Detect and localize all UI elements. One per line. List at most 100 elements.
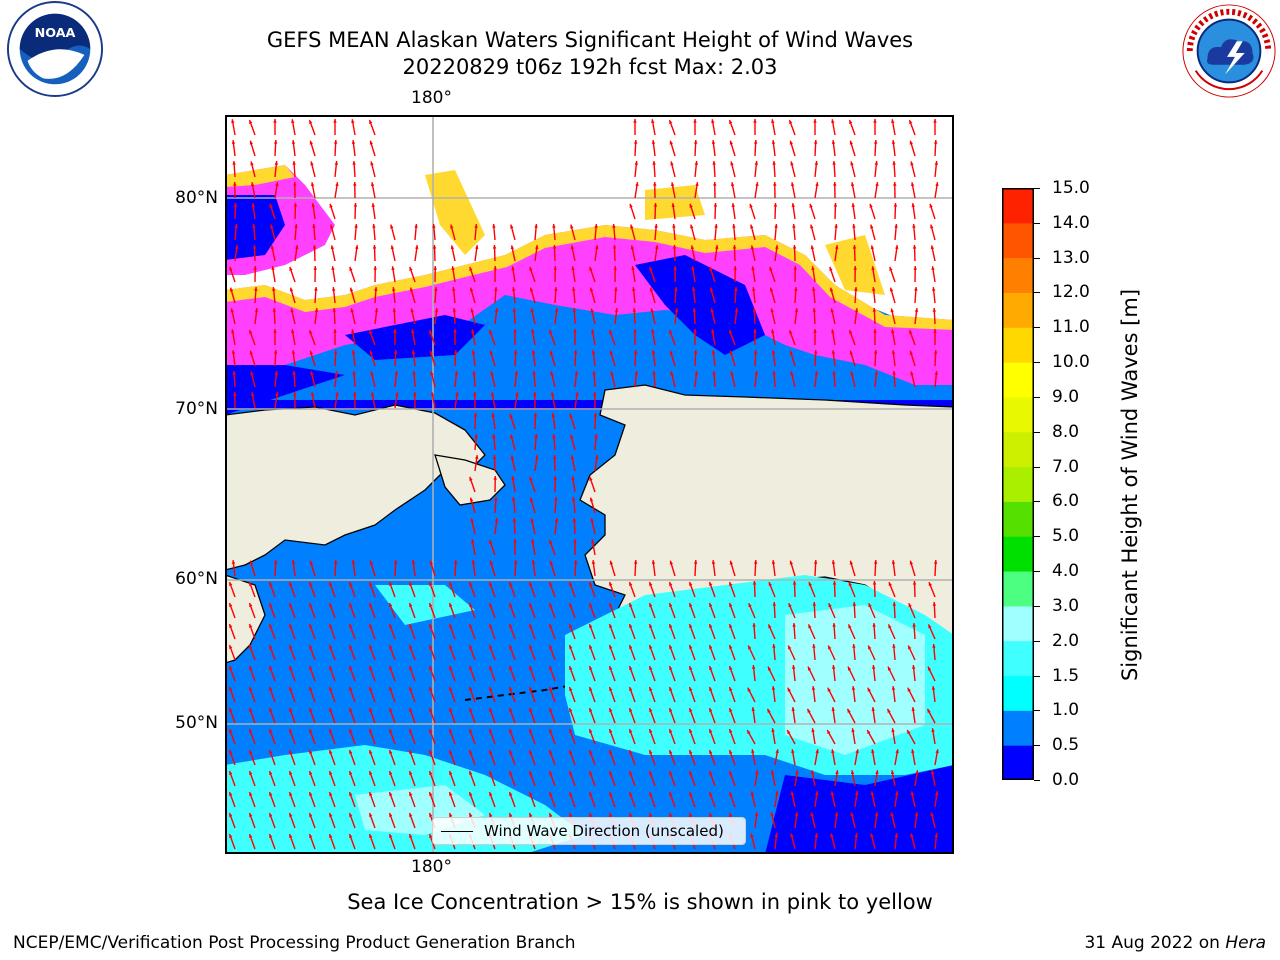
wave-arrow-head [253, 266, 257, 270]
wave-arrow-head [451, 266, 455, 271]
wave-arrow-head [271, 287, 276, 291]
wave-arrow-head [549, 644, 553, 649]
wave-arrow-head [469, 581, 473, 586]
wave-arrow-head [309, 833, 313, 838]
wave-arrow-head [229, 686, 233, 691]
wave-arrow-head [469, 287, 474, 292]
wave-arrow-head [891, 560, 896, 564]
wave-arrow-head [669, 119, 673, 124]
wave-arrow-head [709, 623, 713, 628]
wave-arrow-head [875, 182, 879, 187]
wave-arrow-head [450, 224, 454, 229]
wave-arrow-head [411, 329, 415, 334]
wave-arrow-head [689, 791, 693, 796]
wave-arrow-head [754, 161, 759, 165]
wave-arrow-head [655, 245, 659, 249]
wave-arrow-head [912, 581, 917, 585]
wave-arrow-head [531, 329, 535, 334]
wave-arrow-head [531, 560, 536, 564]
wave-arrow-head [469, 602, 473, 607]
wave-arrow-head [289, 728, 293, 733]
wave-arrow-head [609, 665, 613, 670]
wave-arrow-head [409, 287, 414, 292]
wave-arrow-head [330, 224, 334, 229]
wave-arrow-head [651, 329, 655, 334]
wave-arrow-head [871, 749, 875, 754]
wave-arrow-head [911, 749, 915, 754]
wave-arrow-head [269, 203, 273, 208]
wave-arrow-head [354, 224, 358, 228]
wave-arrow-head [552, 434, 556, 438]
wave-arrow-head [574, 371, 579, 375]
wave-arrow-head [609, 623, 613, 628]
wave-arrow-head [712, 161, 716, 165]
colorbar-tick-mark [1034, 501, 1040, 503]
wave-arrow-head [252, 224, 256, 228]
wave-arrow-head [729, 140, 734, 145]
wave-arrow-head [372, 224, 376, 228]
wave-arrow-head [389, 812, 393, 817]
wave-arrow-head [849, 119, 853, 124]
wave-arrow-head [810, 245, 815, 250]
wave-arrow-head [672, 245, 677, 249]
wave-arrow-head [229, 707, 233, 712]
wave-arrow-head [669, 623, 673, 628]
no-data-region [225, 115, 954, 325]
wave-arrow-head [629, 749, 633, 754]
wave-arrow-head [831, 560, 836, 564]
wave-arrow-head [570, 434, 574, 439]
wave-arrow-head [329, 581, 333, 586]
wave-arrow-head [309, 791, 313, 796]
wave-arrow-head [595, 245, 599, 249]
wave-arrow-head [449, 812, 453, 817]
wave-arrow-head [550, 392, 555, 397]
wave-arrow-head [310, 371, 314, 376]
wave-arrow-head [269, 812, 273, 817]
wave-arrow-head [670, 182, 675, 187]
wave-arrow-head [669, 644, 673, 649]
wave-arrow-head [529, 623, 533, 628]
wave-arrow-head [249, 686, 253, 691]
wave-arrow-head [293, 182, 297, 186]
wave-arrow-head [573, 350, 578, 354]
wave-arrow-head [831, 707, 835, 711]
wave-arrow-head [815, 182, 819, 187]
wave-arrow-head [935, 749, 939, 754]
wave-arrow-head [429, 602, 433, 607]
colorbar-swatch [1002, 640, 1034, 677]
wave-arrow-head [813, 119, 817, 123]
wave-arrow-head [529, 266, 533, 271]
wave-arrow-head [711, 560, 716, 564]
legend-label: Wind Wave Direction (unscaled) [484, 822, 724, 840]
wave-arrow-head [908, 603, 912, 608]
wave-arrow-head [772, 644, 776, 648]
wave-arrow-head [669, 140, 674, 145]
wave-arrow-head [471, 539, 475, 544]
wave-arrow-head [874, 161, 879, 165]
wave-arrow-head [269, 770, 273, 775]
wave-arrow-head [933, 329, 937, 333]
colorbar-label: Significant Height of Wind Waves [m] [1118, 288, 1142, 682]
wave-arrow-head [591, 329, 595, 334]
wave-arrow-head [269, 791, 273, 796]
wave-arrow-head [291, 140, 296, 144]
wave-arrow-head [349, 287, 354, 292]
wave-arrow-head [291, 350, 296, 354]
wave-arrow-head [748, 603, 752, 608]
wave-arrow-head [572, 308, 577, 312]
wave-arrow-head [469, 497, 474, 502]
wave-arrow-head [775, 749, 779, 754]
wave-arrow-head [913, 266, 917, 270]
wave-arrow-head [432, 224, 436, 228]
wave-arrow-head [695, 182, 699, 187]
wave-arrow-head [549, 560, 554, 565]
wave-arrow-head [771, 350, 776, 354]
wave-arrow-head [269, 665, 273, 670]
wave-arrow-head [729, 728, 733, 733]
wave-arrow-head [609, 728, 613, 733]
wave-arrow-head [935, 182, 939, 187]
wave-arrow-head [910, 371, 914, 376]
wave-arrow-head [309, 350, 314, 355]
wave-arrow-head [849, 329, 853, 334]
wave-arrow-head [429, 707, 433, 712]
